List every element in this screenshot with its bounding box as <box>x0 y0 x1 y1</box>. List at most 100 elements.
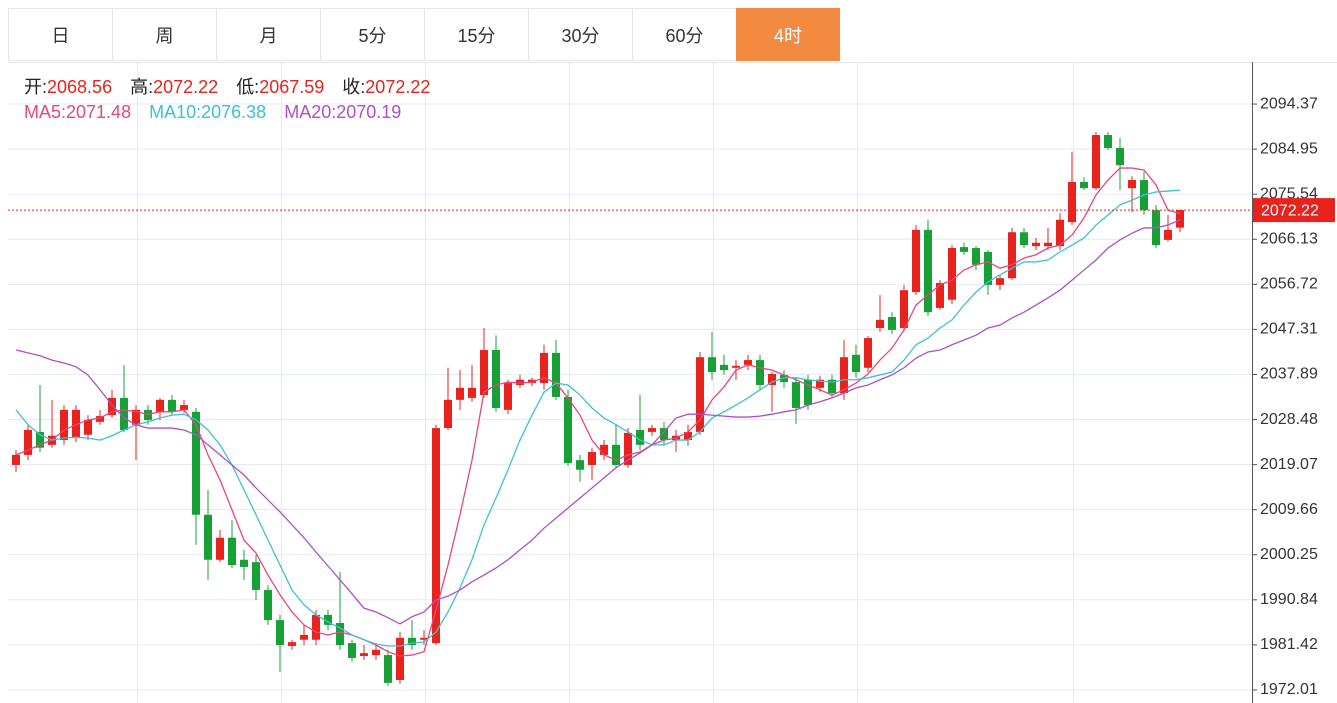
candle-body <box>216 537 224 560</box>
candle-body <box>600 444 608 455</box>
ma-label: MA20: <box>284 102 337 122</box>
candle-body <box>636 430 644 445</box>
candle-body <box>1092 135 1100 189</box>
candle-body <box>1116 147 1124 166</box>
candle-body <box>768 373 776 385</box>
candle-body <box>408 637 416 646</box>
candle-body <box>336 622 344 646</box>
ohlc-label: 高: <box>130 77 154 97</box>
period-tab[interactable]: 日 <box>8 8 112 61</box>
candle-body <box>936 282 944 308</box>
period-tab[interactable]: 5分 <box>320 8 424 61</box>
ma-value: 2071.48 <box>66 102 132 122</box>
y-tick-label: 2028.48 <box>1260 411 1318 428</box>
ohlc-label: 低: <box>236 77 260 97</box>
candle-body <box>492 350 500 408</box>
candle-body <box>852 354 860 373</box>
candle-body <box>1008 232 1016 279</box>
period-tab[interactable]: 60分 <box>632 8 736 61</box>
candle-body <box>684 431 692 441</box>
candle-body <box>300 634 308 640</box>
ohlc-value: 2067.59 <box>259 77 325 97</box>
y-tick-label: 1972.01 <box>1260 681 1318 698</box>
candle-body <box>1068 181 1076 223</box>
y-tick-label: 2000.25 <box>1260 546 1318 563</box>
y-tick-label: 2084.95 <box>1260 140 1318 157</box>
date-grid <box>137 62 1074 703</box>
candle-body <box>1020 232 1028 246</box>
candle-body <box>396 637 404 680</box>
candle-body <box>624 432 632 465</box>
period-tab[interactable]: 15分 <box>424 8 528 61</box>
candle-body <box>72 409 80 439</box>
candle-body <box>900 290 908 329</box>
candle-body <box>372 649 380 656</box>
candle-body <box>504 383 512 410</box>
candle-body <box>576 460 584 470</box>
candle-body <box>828 379 836 394</box>
period-tab[interactable]: 月 <box>216 8 320 61</box>
y-tick-label: 2056.72 <box>1260 276 1318 293</box>
candle-body <box>36 431 44 448</box>
candle-body <box>1128 180 1136 189</box>
period-tab[interactable]: 4时 <box>736 8 840 61</box>
candle-body <box>252 562 260 590</box>
candle-body <box>744 360 752 365</box>
ma-line <box>15 167 1181 657</box>
candle-body <box>360 653 368 657</box>
candle-body <box>924 229 932 313</box>
candle-body <box>120 397 128 431</box>
candle-body <box>60 409 68 441</box>
candle-body <box>456 387 464 400</box>
candle-body <box>276 620 284 646</box>
ma-value: 2070.19 <box>336 102 402 122</box>
candle-body <box>180 405 188 410</box>
candles <box>12 132 1184 686</box>
candle-body <box>720 364 728 371</box>
candle-body <box>168 399 176 412</box>
candle-body <box>984 251 992 285</box>
candle-body <box>192 411 200 515</box>
candle-body <box>972 248 980 265</box>
candle-body <box>816 379 824 388</box>
candle-body <box>96 416 104 422</box>
candle-body <box>12 454 20 465</box>
candle-body <box>108 397 116 416</box>
candle-body <box>240 559 248 567</box>
candle-body <box>588 452 596 465</box>
ma-line <box>15 219 1181 625</box>
last-price-tag <box>1253 198 1335 223</box>
candle-body <box>876 319 884 329</box>
candle-body <box>384 655 392 683</box>
candle-body <box>444 399 452 429</box>
candle-body <box>348 643 356 658</box>
candle-body <box>420 637 428 640</box>
candle-body <box>756 360 764 385</box>
candle-body <box>792 382 800 408</box>
candle-body <box>1176 210 1184 228</box>
candle-body <box>648 428 656 432</box>
candle-body <box>132 409 140 425</box>
candle-body <box>516 379 524 385</box>
candle-body <box>24 430 32 455</box>
quote-header: 开:2068.56 高:2072.22 低:2067.59 收:2072.22 MA5… <box>24 75 448 125</box>
y-tick-label: 1990.84 <box>1260 591 1318 608</box>
candle-body <box>1080 181 1088 189</box>
candle-body <box>1032 242 1040 247</box>
candle-body <box>84 419 92 435</box>
candle-body <box>144 409 152 420</box>
y-tick-label: 2037.89 <box>1260 366 1318 383</box>
candle-body <box>1164 229 1172 240</box>
ohlc-value: 2068.56 <box>47 77 113 97</box>
candle-body <box>732 365 740 368</box>
candle-body <box>840 357 848 394</box>
candle-body <box>156 399 164 412</box>
period-tab[interactable]: 周 <box>112 8 216 61</box>
candle-body <box>468 387 476 398</box>
period-tab[interactable]: 30分 <box>528 8 632 61</box>
candle-body <box>960 247 968 252</box>
candle-body <box>528 379 536 384</box>
ma-label: MA5: <box>24 102 67 122</box>
